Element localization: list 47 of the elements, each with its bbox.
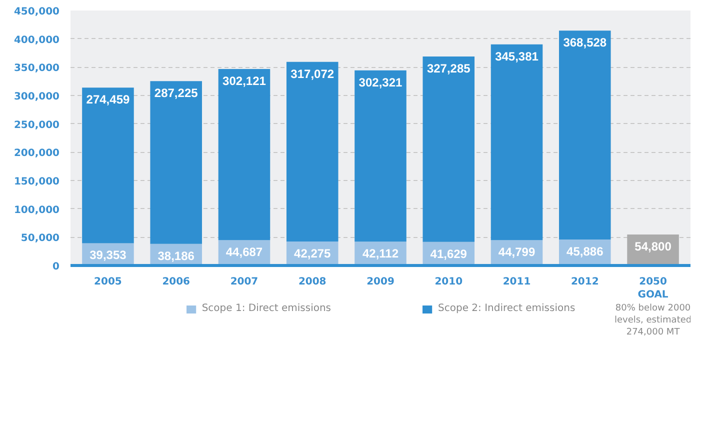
bar: [559, 30, 611, 240]
data-label: 38,186: [158, 248, 195, 263]
x-tick-label: 2005: [94, 276, 122, 288]
y-tick-label: 350,000: [14, 63, 60, 74]
y-tick-label: 150,000: [14, 176, 60, 188]
data-label: 302,321: [358, 75, 403, 90]
data-label: 345,381: [495, 49, 539, 64]
data-label: 368,528: [563, 36, 607, 50]
data-label: 274,459: [86, 92, 130, 107]
x-tick-label: 2011: [502, 276, 531, 288]
x-tick-label: 2009: [366, 276, 394, 288]
y-tick-label: 100,000: [14, 204, 60, 216]
y-tick-label: 50,000: [20, 233, 60, 244]
bar: [354, 70, 406, 242]
x-tick-label: 2007: [230, 276, 258, 288]
data-label: 302,121: [222, 74, 266, 88]
x-tick-label: 2006: [162, 276, 190, 288]
legend-label: Scope 2: Indirect emissions: [438, 303, 576, 314]
text: 80% below 2000 levels, estimated 274,000 MT: [614, 304, 692, 338]
bar: [218, 68, 270, 240]
bar: [490, 44, 543, 240]
y-tick-label: 0: [52, 262, 60, 272]
y-tick-label: 400,000: [14, 34, 60, 46]
data-label: 44,799: [498, 245, 536, 260]
bar: [150, 81, 202, 244]
data-label: 39,353: [90, 248, 127, 262]
data-label: 317,072: [290, 66, 334, 81]
y-tick-label: 250,000: [14, 120, 60, 131]
data-label: 287,225: [154, 86, 198, 100]
x-tick-label: 2008: [298, 276, 326, 288]
x-tick-label: 2050 GOAL: [638, 276, 669, 301]
data-label: 41,629: [430, 246, 468, 261]
bar: [82, 88, 134, 244]
y-tick-label: 450,000: [14, 6, 60, 18]
bar: [422, 56, 475, 242]
data-label: 42,275: [294, 246, 332, 261]
data-label: 44,687: [226, 245, 263, 260]
y-tick-label: 300,000: [14, 92, 60, 102]
data-label: 42,112: [362, 246, 399, 261]
x-tick-label: 2012: [570, 276, 599, 288]
data-label: 45,886: [566, 244, 604, 258]
data-label: 54,800: [634, 239, 672, 254]
x-tick-label: 2010: [434, 276, 463, 288]
bar: [286, 62, 338, 242]
data-label: 327,285: [426, 61, 471, 76]
legend-label: Scope 1: Direct emissions: [202, 303, 332, 314]
y-tick-label: 200,000: [14, 148, 60, 160]
